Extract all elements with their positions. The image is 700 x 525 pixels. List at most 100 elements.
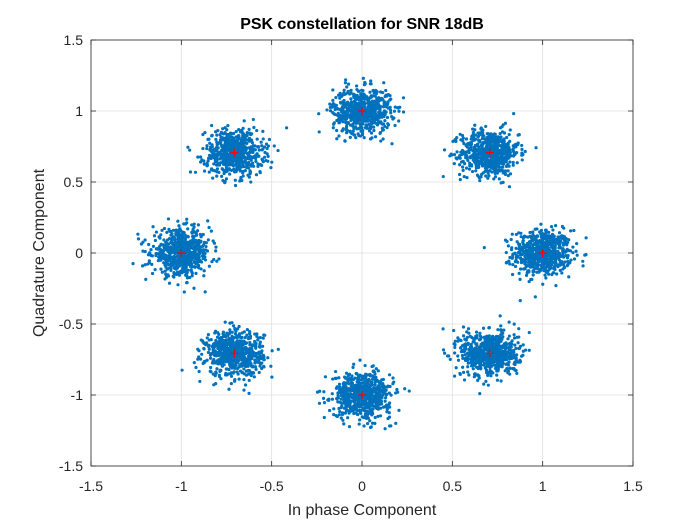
received-symbol-point	[562, 262, 566, 266]
received-symbol-point	[237, 340, 241, 344]
received-symbol-point	[242, 388, 246, 392]
received-symbol-point	[337, 134, 341, 138]
received-symbol-point	[363, 363, 367, 368]
received-symbol-point	[242, 119, 246, 123]
received-symbol-point	[382, 81, 386, 85]
received-symbol-point	[509, 154, 513, 158]
received-symbol-point	[558, 268, 562, 272]
received-symbol-point	[151, 225, 155, 229]
received-symbol-point	[344, 78, 348, 82]
received-symbol-point	[370, 397, 374, 401]
received-symbol-point	[344, 371, 349, 375]
received-symbol-point	[192, 286, 196, 290]
received-symbol-point	[533, 295, 537, 299]
received-symbol-point	[461, 365, 465, 369]
received-symbol-point	[523, 235, 527, 239]
received-symbol-point	[151, 244, 156, 248]
received-symbol-point	[334, 369, 338, 374]
received-symbol-point	[383, 112, 387, 116]
received-symbol-point	[373, 105, 377, 109]
received-symbol-point	[170, 241, 174, 246]
received-symbol-point	[225, 356, 229, 360]
received-symbol-point	[264, 142, 269, 146]
received-symbol-point	[442, 148, 447, 152]
received-symbol-point	[207, 137, 211, 141]
received-symbol-point	[228, 172, 232, 176]
received-symbol-point	[512, 322, 516, 326]
received-symbol-point	[378, 131, 382, 135]
received-symbol-point	[211, 343, 215, 347]
received-symbol-point	[205, 144, 209, 148]
received-symbol-point	[256, 162, 260, 166]
received-symbol-point	[384, 392, 389, 396]
received-symbol-point	[465, 150, 469, 154]
received-symbol-point	[189, 268, 193, 272]
received-symbol-point	[235, 140, 239, 144]
received-symbol-point	[393, 123, 397, 128]
received-symbol-point	[204, 343, 208, 347]
received-symbol-point	[228, 371, 233, 376]
received-symbol-point	[367, 101, 372, 105]
received-symbol-point	[258, 353, 262, 357]
received-symbol-point	[260, 349, 264, 353]
received-symbol-point	[512, 333, 516, 337]
received-symbol-point	[511, 252, 515, 256]
received-symbol-point	[455, 157, 459, 161]
received-symbol-point	[255, 334, 259, 338]
received-symbol-point	[456, 358, 461, 362]
received-symbol-point	[473, 123, 477, 127]
received-symbol-point	[482, 246, 486, 250]
received-symbol-point	[214, 370, 218, 374]
received-symbol-point	[323, 375, 327, 379]
received-symbol-point	[247, 378, 251, 383]
received-symbol-point	[527, 269, 531, 273]
received-symbol-point	[465, 175, 469, 180]
received-symbol-point	[392, 116, 396, 120]
received-symbol-point	[495, 378, 500, 382]
received-symbol-point	[373, 415, 377, 420]
received-symbol-point	[537, 249, 541, 253]
received-symbol-point	[248, 334, 253, 338]
received-symbol-point	[240, 364, 244, 368]
received-symbol-point	[358, 107, 362, 111]
received-symbol-point	[543, 273, 547, 277]
received-symbol-point	[466, 365, 470, 369]
received-symbol-point	[524, 263, 528, 267]
received-symbol-point	[386, 92, 391, 97]
received-symbol-point	[497, 169, 501, 173]
received-symbol-point	[490, 161, 494, 165]
received-symbol-point	[202, 274, 206, 278]
received-symbol-point	[454, 139, 458, 144]
received-symbol-point	[464, 137, 469, 141]
received-symbol-point	[372, 125, 376, 129]
received-symbol-point	[253, 365, 258, 369]
received-symbol-point	[237, 155, 242, 160]
received-symbol-point	[452, 153, 457, 157]
received-symbol-point	[354, 105, 358, 110]
received-symbol-point	[515, 371, 519, 376]
received-symbol-point	[377, 103, 381, 107]
received-symbol-point	[491, 371, 495, 375]
received-symbol-point	[342, 422, 346, 426]
received-symbol-point	[480, 148, 484, 153]
received-symbol-point	[228, 141, 233, 145]
received-symbol-point	[371, 400, 375, 404]
received-symbol-point	[223, 146, 227, 150]
received-symbol-point	[236, 134, 240, 138]
received-symbol-point	[529, 263, 533, 267]
received-symbol-point	[526, 243, 530, 247]
received-symbol-point	[397, 109, 401, 113]
received-symbol-point	[569, 258, 573, 262]
received-symbol-point	[150, 271, 155, 276]
received-symbol-point	[217, 332, 221, 337]
received-symbol-point	[215, 367, 219, 371]
received-symbol-point	[535, 234, 539, 238]
received-symbol-point	[228, 162, 232, 166]
received-symbol-point	[562, 265, 566, 269]
received-symbol-point	[177, 224, 181, 228]
received-symbol-point	[141, 249, 145, 253]
received-symbol-point	[500, 130, 505, 134]
received-symbol-point	[458, 156, 462, 160]
received-symbol-point	[215, 140, 219, 144]
received-symbol-point	[215, 167, 220, 171]
